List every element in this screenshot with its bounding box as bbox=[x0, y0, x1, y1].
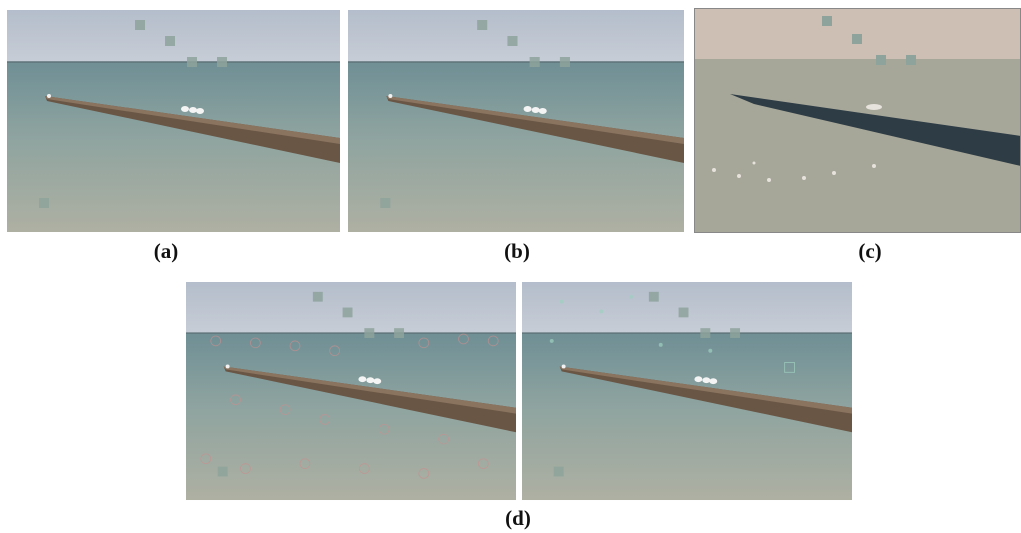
photo-filtered bbox=[348, 10, 684, 232]
photo-detections-right bbox=[522, 282, 852, 500]
segmentation-map bbox=[694, 8, 1021, 233]
caption: (b) bbox=[504, 239, 530, 263]
photo-original bbox=[7, 10, 340, 232]
caption: (d) bbox=[505, 506, 531, 530]
caption: (a) bbox=[154, 239, 179, 263]
photo-detections-left bbox=[186, 282, 516, 500]
caption: (c) bbox=[858, 239, 881, 263]
figure: (a) (b) (c) (d) bbox=[0, 0, 1021, 533]
